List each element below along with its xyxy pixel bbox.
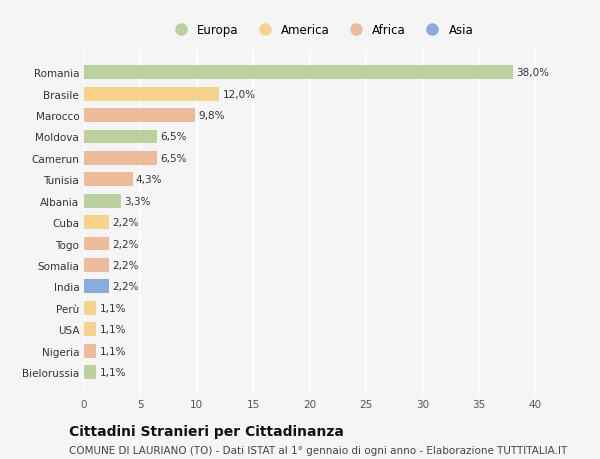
Text: 1,1%: 1,1% <box>100 303 127 313</box>
Bar <box>84 109 194 123</box>
Text: 9,8%: 9,8% <box>198 111 224 121</box>
Text: COMUNE DI LAURIANO (TO) - Dati ISTAT al 1° gennaio di ogni anno - Elaborazione T: COMUNE DI LAURIANO (TO) - Dati ISTAT al … <box>69 445 567 455</box>
Legend: Europa, America, Africa, Asia: Europa, America, Africa, Asia <box>166 22 476 39</box>
Bar <box>84 344 97 358</box>
Bar <box>84 301 97 315</box>
Bar <box>84 66 513 80</box>
Text: 3,3%: 3,3% <box>125 196 151 206</box>
Text: 6,5%: 6,5% <box>161 132 187 142</box>
Bar <box>84 151 157 166</box>
Bar <box>84 216 109 230</box>
Bar <box>84 237 109 251</box>
Bar <box>84 258 109 272</box>
Text: 4,3%: 4,3% <box>136 175 163 185</box>
Text: Cittadini Stranieri per Cittadinanza: Cittadini Stranieri per Cittadinanza <box>69 425 344 438</box>
Text: 2,2%: 2,2% <box>112 239 139 249</box>
Bar <box>84 88 220 101</box>
Text: 6,5%: 6,5% <box>161 154 187 163</box>
Text: 1,1%: 1,1% <box>100 346 127 356</box>
Text: 2,2%: 2,2% <box>112 218 139 228</box>
Text: 12,0%: 12,0% <box>223 90 256 100</box>
Bar <box>84 173 133 187</box>
Text: 2,2%: 2,2% <box>112 282 139 291</box>
Bar <box>84 323 97 336</box>
Bar <box>84 365 97 379</box>
Text: 1,1%: 1,1% <box>100 367 127 377</box>
Text: 2,2%: 2,2% <box>112 260 139 270</box>
Bar <box>84 194 121 208</box>
Text: 38,0%: 38,0% <box>516 68 549 78</box>
Text: 1,1%: 1,1% <box>100 325 127 335</box>
Bar <box>84 130 157 144</box>
Bar <box>84 280 109 294</box>
